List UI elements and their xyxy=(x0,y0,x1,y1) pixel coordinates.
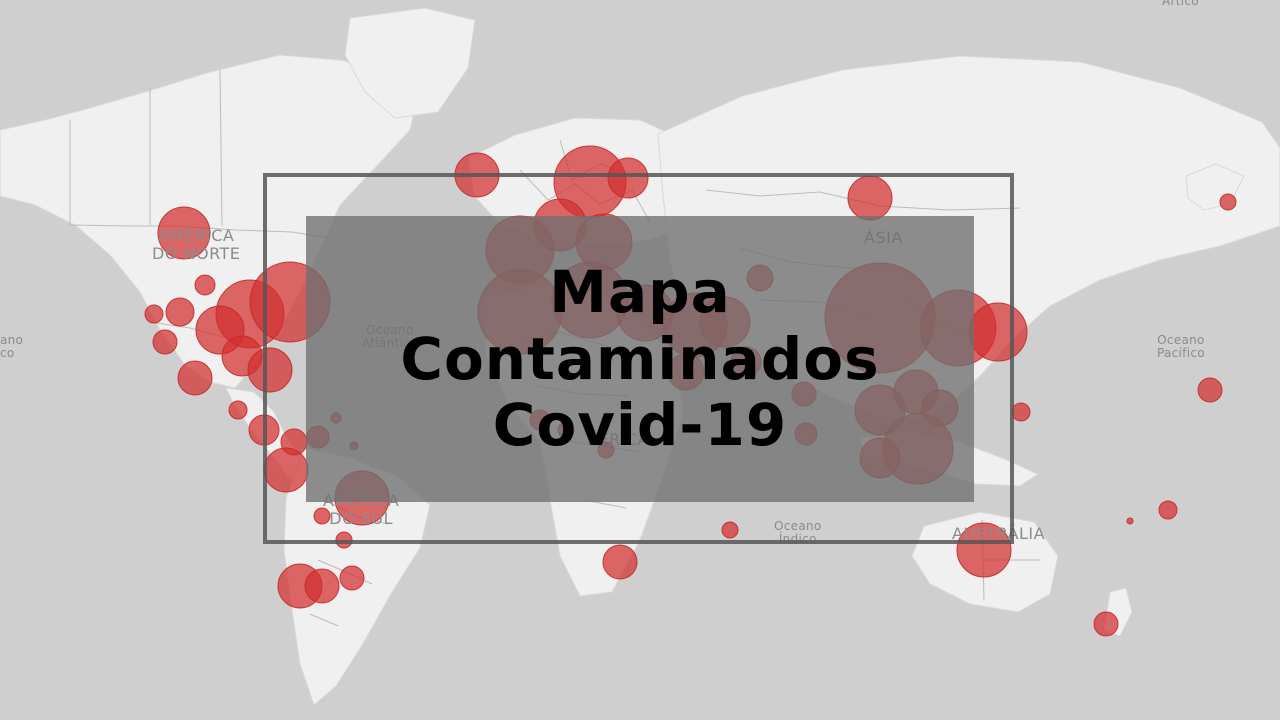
marker-north-america-5[interactable] xyxy=(165,297,195,327)
marker-north-america-1[interactable] xyxy=(157,206,211,260)
marker-japan[interactable] xyxy=(968,302,1028,362)
marker-south-america-4[interactable] xyxy=(339,565,365,591)
label-arctic-ocean: Ártico xyxy=(1162,0,1199,8)
marker-iceland[interactable] xyxy=(454,152,500,198)
label-pacific-ocean-right: Oceano Pacífico xyxy=(1157,334,1205,360)
marker-africa-4[interactable] xyxy=(602,544,638,580)
marker-north-america-7[interactable] xyxy=(177,360,213,396)
marker-africa-5[interactable] xyxy=(721,521,739,539)
marker-russia[interactable] xyxy=(847,175,893,221)
label-north-america: AMÉRICA DO NORTE xyxy=(152,227,240,263)
label-north-america-line-1: AMÉRICA xyxy=(158,226,235,245)
label-australia: AUSTRÁLIA xyxy=(952,525,1045,543)
marker-north-america-6[interactable] xyxy=(152,329,178,355)
marker-south-america-3[interactable] xyxy=(335,531,353,549)
title-line-3: Covid-19 xyxy=(492,391,788,460)
page-title: Mapa Contaminados Covid-19 xyxy=(400,259,879,459)
label-pacific-ocean-right-line-1: Oceano xyxy=(1157,333,1205,347)
label-arctic-ocean-text: Ártico xyxy=(1162,0,1199,8)
label-north-america-line-2: DO NORTE xyxy=(152,244,241,263)
label-pacific-ocean-right-line-2: Pacífico xyxy=(1157,346,1205,360)
title-overlay: Mapa Contaminados Covid-19 xyxy=(306,216,974,502)
marker-australia[interactable] xyxy=(956,522,1012,578)
marker-new-zealand[interactable] xyxy=(1093,611,1119,637)
marker-south-america-2[interactable] xyxy=(313,507,331,525)
label-indian-ocean: Oceano Índico xyxy=(774,520,822,546)
label-indian-ocean-line-2: Índico xyxy=(778,532,817,546)
marker-central-america-5[interactable] xyxy=(263,447,309,493)
title-line-1: Mapa xyxy=(549,257,731,326)
marker-south-america-6[interactable] xyxy=(304,568,340,604)
label-pacific-ocean-left-line-1: ano xyxy=(0,333,24,347)
marker-central-america-2[interactable] xyxy=(248,414,280,446)
label-south-america-line-2: DO SUL xyxy=(329,509,394,528)
marker-north-america-10[interactable] xyxy=(144,304,164,324)
label-indian-ocean-line-1: Oceano xyxy=(774,519,822,533)
greenland-land xyxy=(344,7,476,119)
marker-pacific-1[interactable] xyxy=(1011,402,1031,422)
marker-north-america-11[interactable] xyxy=(194,274,216,296)
label-pacific-ocean-left: ano co xyxy=(0,334,23,360)
marker-europe-2[interactable] xyxy=(607,157,649,199)
marker-alaska[interactable] xyxy=(1219,193,1237,211)
marker-pacific-4[interactable] xyxy=(1126,517,1134,525)
label-pacific-ocean-left-line-2: co xyxy=(0,346,15,360)
canada-internal-border xyxy=(69,69,223,227)
marker-pacific-3[interactable] xyxy=(1158,500,1178,520)
title-line-2: Contaminados xyxy=(400,324,880,393)
marker-pacific-2[interactable] xyxy=(1197,377,1223,403)
marker-north-america-9[interactable] xyxy=(247,347,293,393)
label-australia-text: AUSTRÁLIA xyxy=(952,524,1046,543)
marker-central-america-1[interactable] xyxy=(228,400,248,420)
